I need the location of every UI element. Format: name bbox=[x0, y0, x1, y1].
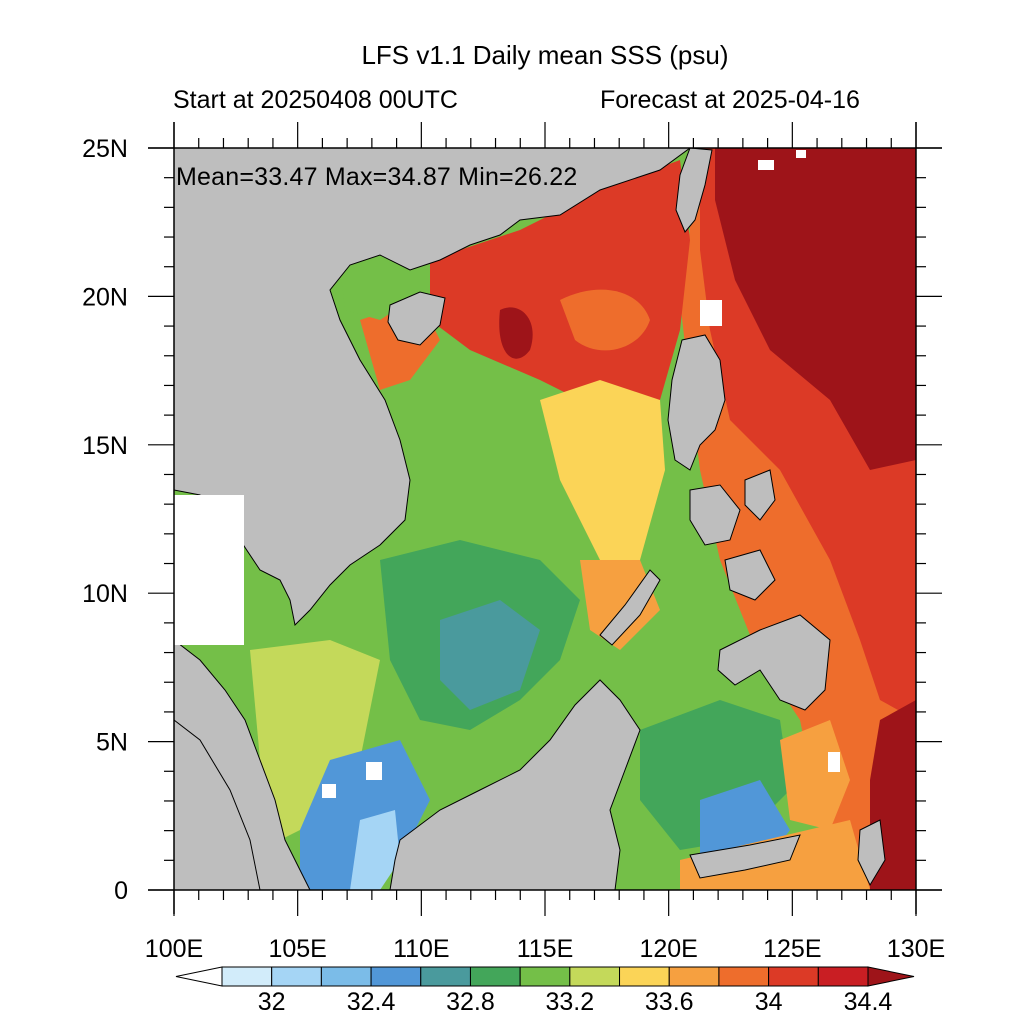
colorbar-label: 32 bbox=[258, 988, 286, 1016]
y-axis-labels: 25N 20N 15N 10N 5N 0 bbox=[82, 135, 128, 905]
colorbar bbox=[175, 966, 915, 987]
colorbar-box bbox=[768, 966, 819, 987]
colorbar-box bbox=[817, 966, 869, 987]
colorbar-max-triangle bbox=[867, 966, 915, 987]
colorbar-box bbox=[668, 966, 720, 987]
map-title: LFS v1.1 Daily mean SSS (psu) bbox=[361, 40, 729, 70]
y-axis-label: 25N bbox=[82, 135, 128, 163]
x-axis-label: 105E bbox=[268, 935, 326, 963]
colorbar-box bbox=[370, 966, 422, 987]
start-time-label: Start at 20250408 00UTC bbox=[173, 86, 458, 114]
gulf-thailand-yellowgreen bbox=[250, 640, 380, 840]
missing-data-cells bbox=[174, 150, 840, 798]
x-axis-label: 130E bbox=[887, 935, 945, 963]
colorbar-box bbox=[221, 966, 273, 987]
axis-ticks bbox=[148, 122, 942, 916]
colorbar-label: 33.6 bbox=[645, 988, 694, 1016]
luzon-island bbox=[667, 334, 726, 471]
colorbar-box bbox=[718, 966, 770, 987]
palawan-orange-field bbox=[580, 560, 660, 650]
palawan-island bbox=[599, 569, 661, 646]
central-teal-field bbox=[440, 600, 540, 710]
colorbar-label: 34.4 bbox=[844, 988, 893, 1016]
mainland-asia bbox=[174, 148, 691, 627]
colorbar-box bbox=[469, 966, 521, 987]
eddy-orange bbox=[560, 289, 650, 351]
hainan-island bbox=[387, 291, 446, 346]
forecast-date-label: Forecast at 2025-04-16 bbox=[600, 86, 860, 114]
visayas-islands bbox=[689, 484, 741, 546]
x-axis-labels: 100E 105E 110E 115E 120E 125E 130E bbox=[145, 935, 945, 963]
stats-summary: Mean=33.47 Max=34.87 Min=26.22 bbox=[176, 163, 578, 191]
mindanao-island bbox=[717, 614, 831, 711]
sumatra bbox=[174, 719, 261, 890]
y-axis-label: 0 bbox=[114, 877, 128, 905]
halmahera-island bbox=[857, 819, 886, 887]
mindanao-orange-field bbox=[780, 720, 850, 830]
x-axis-label: 120E bbox=[639, 935, 697, 963]
colorbar-box bbox=[569, 966, 621, 987]
x-axis-label: 110E bbox=[393, 935, 450, 963]
taiwan-island bbox=[675, 148, 713, 233]
y-axis-label: 10N bbox=[82, 580, 128, 608]
y-axis-label: 15N bbox=[82, 432, 128, 460]
colorbar-labels: 32 32.4 32.8 33.2 33.6 34 34.4 bbox=[258, 988, 893, 1016]
samar-island bbox=[744, 469, 776, 521]
colorbar-label: 33.2 bbox=[546, 988, 595, 1016]
x-axis-label: 125E bbox=[763, 935, 821, 963]
sunda-lightblue-field bbox=[350, 810, 400, 890]
colorbar-min-triangle bbox=[175, 966, 223, 987]
colorbar-box bbox=[320, 966, 372, 987]
sulawesi-island bbox=[689, 834, 801, 879]
central-yellow-field bbox=[540, 380, 665, 560]
pacific-darkred-field bbox=[715, 148, 916, 470]
colorbar-label: 32.4 bbox=[347, 988, 396, 1016]
land-masses bbox=[174, 148, 886, 890]
borneo-island bbox=[389, 679, 641, 890]
nscs-red-field bbox=[430, 160, 690, 410]
colorbar-label: 32.8 bbox=[446, 988, 495, 1016]
x-axis-label: 100E bbox=[145, 935, 203, 963]
colorbar-box bbox=[420, 966, 471, 987]
negros-island bbox=[724, 549, 776, 601]
eddy-darkred bbox=[499, 307, 533, 359]
y-axis-label: 20N bbox=[82, 283, 128, 311]
y-axis-label: 5N bbox=[96, 729, 128, 757]
colorbar-label: 34 bbox=[755, 988, 783, 1016]
x-axis-label: 115E bbox=[517, 935, 574, 963]
map-plot-area bbox=[174, 148, 916, 890]
colorbar-box bbox=[619, 966, 670, 987]
colorbar-box bbox=[519, 966, 571, 987]
colorbar-box bbox=[271, 966, 322, 987]
